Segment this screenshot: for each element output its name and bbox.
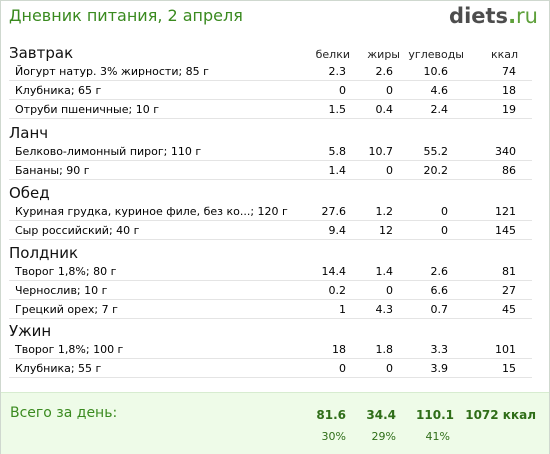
logo-main: diets [449, 4, 509, 28]
food-name: Клубника; 55 г [15, 362, 102, 375]
food-row[interactable]: Чернослив; 10 г 0.2 0 6.6 27 [9, 282, 532, 300]
food-row[interactable]: Отруби пшеничные; 10 г 1.5 0.4 2.4 19 [9, 101, 532, 119]
food-row[interactable]: Сыр российский; 40 г 9.4 12 0 145 [9, 222, 532, 240]
food-carbs: 55.2 [423, 145, 449, 158]
food-fat: 4.3 [375, 303, 394, 316]
diets-logo[interactable]: diets.ru [449, 4, 538, 28]
food-carbs: 2.6 [430, 265, 449, 278]
food-row[interactable]: Йогурт натур. 3% жирности; 85 г 2.3 2.6 10.… [9, 63, 532, 81]
food-row[interactable]: Творог 1,8%; 100 г 18 1.8 3.3 101 [9, 341, 532, 359]
food-name: Белково-лимонный пирог; 110 г [15, 145, 202, 158]
total-kcal: 1072 ккал [465, 408, 536, 422]
meal-heading: Полдник [9, 244, 79, 262]
food-name: Клубника; 65 г [15, 84, 102, 97]
food-carbs: 3.9 [430, 362, 449, 375]
total-fat: 34.4 [366, 408, 396, 422]
food-row[interactable]: Клубника; 65 г 0 0 4.6 18 [9, 82, 532, 100]
food-fat: 2.6 [375, 65, 394, 78]
food-name: Сыр российский; 40 г [15, 224, 140, 237]
meal-heading: Завтрак [9, 44, 74, 62]
food-kcal: 81 [502, 265, 516, 278]
food-name: Чернослив; 10 г [15, 284, 108, 297]
total-panel: Всего за день: 81.6 34.4 110.1 1072 ккал… [1, 392, 549, 454]
food-carbs: 2.4 [430, 103, 449, 116]
food-protein: 1.5 [328, 103, 347, 116]
food-kcal: 74 [502, 65, 516, 78]
food-name: Творог 1,8%; 80 г [15, 265, 117, 278]
food-row[interactable]: Бананы; 90 г 1.4 0 20.2 86 [9, 162, 532, 180]
food-name: Йогурт натур. 3% жирности; 85 г [15, 65, 209, 78]
logo-dot: . [508, 4, 517, 28]
column-header-fat: жиры [367, 48, 400, 61]
food-protein: 0 [339, 362, 346, 375]
food-name: Творог 1,8%; 100 г [15, 343, 124, 356]
food-protein: 1 [339, 303, 346, 316]
food-name: Грецкий орех; 7 г [15, 303, 118, 316]
food-protein: 5.8 [328, 145, 347, 158]
column-header-carbs: углеводы [408, 48, 464, 61]
food-carbs: 6.6 [430, 284, 449, 297]
food-kcal: 19 [502, 103, 516, 116]
food-kcal: 101 [495, 343, 516, 356]
food-kcal: 27 [502, 284, 516, 297]
food-protein: 9.4 [328, 224, 347, 237]
food-fat: 0 [386, 164, 393, 177]
food-kcal: 18 [502, 84, 516, 97]
page-title: Дневник питания, 2 апреля [9, 6, 243, 25]
food-row[interactable]: Творог 1,8%; 80 г 14.4 1.4 2.6 81 [9, 263, 532, 281]
total-protein-percent: 30% [321, 430, 346, 443]
food-protein: 27.6 [321, 205, 347, 218]
food-row[interactable]: Куриная грудка, куриное филе, без ко...;… [9, 203, 532, 221]
meal-heading: Ланч [9, 124, 49, 142]
food-fat: 1.4 [375, 265, 394, 278]
food-kcal: 121 [495, 205, 516, 218]
food-carbs: 4.6 [430, 84, 449, 97]
food-fat: 1.2 [375, 205, 394, 218]
total-label: Всего за день: [10, 405, 118, 421]
food-kcal: 45 [502, 303, 516, 316]
food-fat: 1.8 [375, 343, 394, 356]
food-row[interactable]: Клубника; 55 г 0 0 3.9 15 [9, 360, 532, 378]
food-protein: 14.4 [321, 265, 347, 278]
food-kcal: 145 [495, 224, 516, 237]
food-carbs: 0 [441, 205, 448, 218]
food-name: Бананы; 90 г [15, 164, 90, 177]
total-carbs-percent: 41% [425, 430, 450, 443]
total-fat-percent: 29% [371, 430, 396, 443]
total-protein: 81.6 [316, 408, 346, 422]
food-carbs: 0.7 [430, 303, 449, 316]
food-carbs: 0 [441, 224, 448, 237]
food-fat: 10.7 [368, 145, 394, 158]
food-fat: 0.4 [375, 103, 394, 116]
food-protein: 0 [339, 84, 346, 97]
food-fat: 12 [379, 224, 393, 237]
food-row[interactable]: Белково-лимонный пирог; 110 г 5.8 10.7 55.2… [9, 143, 532, 161]
total-carbs: 110.1 [416, 408, 454, 422]
food-name: Отруби пшеничные; 10 г [15, 103, 159, 116]
header: Дневник питания, 2 апреля diets.ru [0, 0, 550, 34]
food-protein: 18 [332, 343, 346, 356]
food-fat: 0 [386, 84, 393, 97]
food-kcal: 340 [495, 145, 516, 158]
food-row[interactable]: Грецкий орех; 7 г 1 4.3 0.7 45 [9, 301, 532, 319]
column-header-protein: белки [315, 48, 350, 61]
food-name: Куриная грудка, куриное филе, без ко...;… [15, 205, 288, 218]
food-carbs: 3.3 [430, 343, 449, 356]
food-protein: 1.4 [328, 164, 347, 177]
food-fat: 0 [386, 284, 393, 297]
food-carbs: 20.2 [423, 164, 449, 177]
food-kcal: 86 [502, 164, 516, 177]
meal-heading: Обед [9, 184, 50, 202]
food-protein: 2.3 [328, 65, 347, 78]
food-fat: 0 [386, 362, 393, 375]
food-protein: 0.2 [328, 284, 347, 297]
food-carbs: 10.6 [423, 65, 449, 78]
food-kcal: 15 [502, 362, 516, 375]
logo-tld: ru [516, 4, 538, 28]
column-header-kcal: ккал [490, 48, 518, 61]
meal-heading: Ужин [9, 322, 52, 340]
